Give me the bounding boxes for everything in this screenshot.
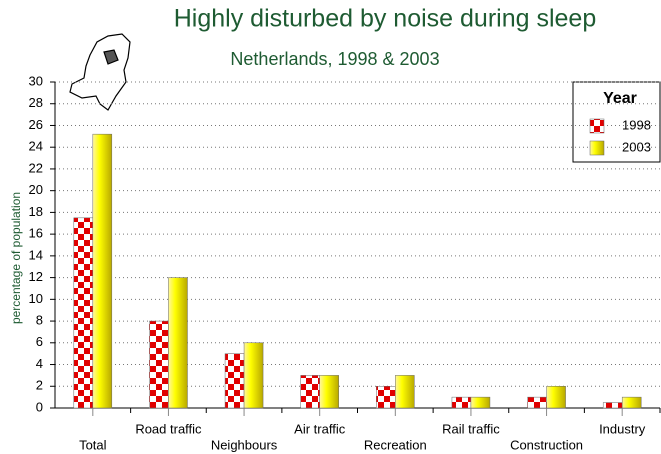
x-tick-label: Road traffic [135,421,202,436]
bar [546,386,566,409]
y-tick-label: 14 [29,247,43,262]
y-tick-label: 30 [29,73,43,88]
legend-label: 2003 [622,139,651,154]
bar [395,375,415,409]
chart-title: Highly disturbed by noise during sleep [174,5,596,33]
y-tick-label: 10 [29,291,43,306]
y-tick-label: 20 [29,182,43,197]
y-tick-label: 0 [36,399,43,414]
bar [319,375,339,409]
y-tick-label: 26 [29,117,43,132]
legend-label: 1998 [622,117,651,132]
chart-subtitle: Netherlands, 1998 & 2003 [230,49,439,69]
y-axis-label: percentage of population [9,192,23,324]
y-tick-label: 8 [36,313,43,328]
bar [92,133,113,409]
y-tick-label: 18 [29,204,43,219]
y-tick-label: 24 [29,139,43,154]
x-tick-label: Neighbours [211,437,278,452]
y-tick-label: 16 [29,226,43,241]
y-tick-label: 22 [29,160,43,175]
legend-title: Year [603,90,637,107]
x-tick-label: Total [79,437,107,452]
legend-swatch [589,118,605,134]
bar [243,342,264,409]
bar [527,396,547,409]
bar [470,396,491,409]
legend-swatch [589,140,605,156]
bar [224,353,245,409]
x-tick-label: Rail traffic [442,421,500,436]
x-tick-label: Air traffic [294,421,346,436]
bar [621,396,642,409]
bar [149,320,169,409]
map-icon [69,33,131,111]
x-tick-label: Industry [599,421,646,436]
y-tick-label: 2 [36,378,43,393]
bar [300,375,320,409]
y-tick-label: 4 [36,356,43,371]
bar [602,402,623,409]
bar [73,217,94,409]
bar [451,396,472,409]
bar [376,386,396,409]
x-tick-label: Construction [510,437,583,452]
y-tick-label: 28 [29,95,43,110]
y-tick-label: 12 [29,269,43,284]
legend-box [572,81,661,163]
x-tick-label: Recreation [364,437,427,452]
bar [168,277,188,409]
y-tick-label: 6 [36,334,43,349]
